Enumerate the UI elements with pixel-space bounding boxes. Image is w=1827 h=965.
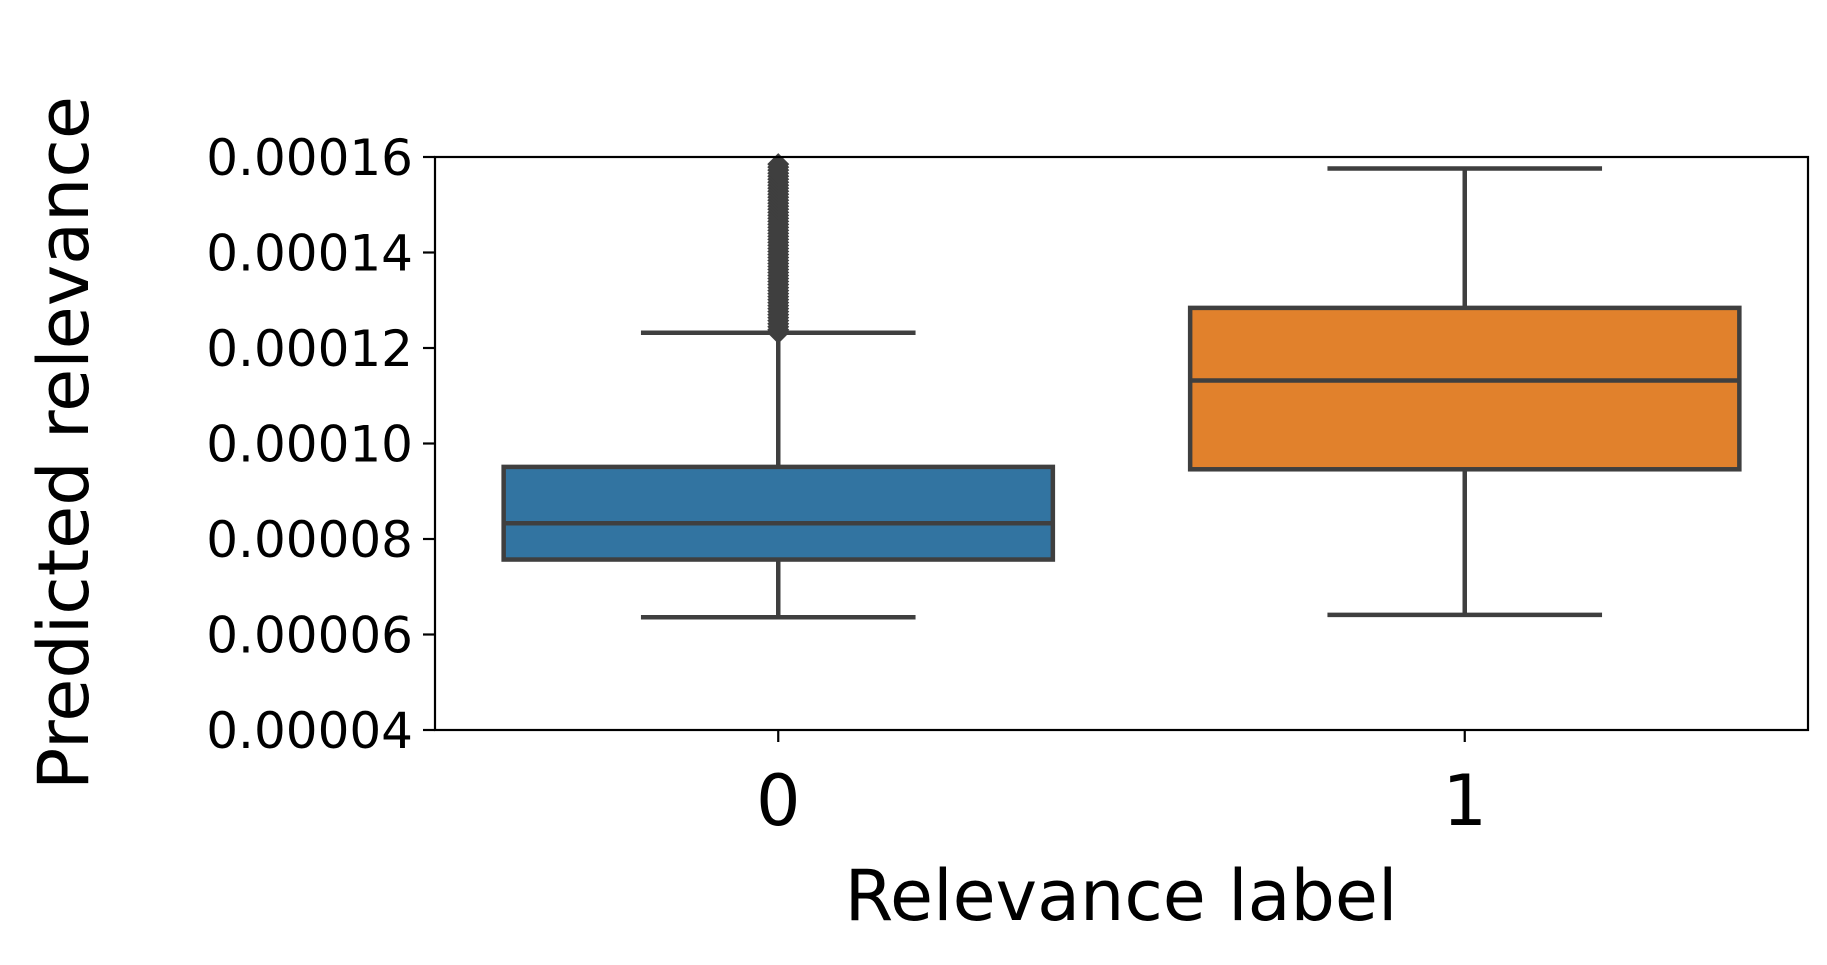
iqr-box	[501, 464, 1056, 562]
box-1	[1187, 166, 1742, 618]
y-tick-label: 0.00008	[206, 511, 413, 569]
y-tick-label: 0.00010	[206, 416, 413, 474]
x-tick-label: 1	[1442, 760, 1487, 842]
iqr-box	[1187, 305, 1742, 472]
y-tick-label: 0.00016	[206, 129, 413, 187]
box-0	[501, 153, 1056, 620]
y-axis: 0.00004 0.00006 0.00008 0.00010 0.00012 0.000…	[206, 129, 435, 760]
y-tick-label: 0.00006	[206, 607, 413, 665]
outliers	[767, 153, 790, 344]
plot-area	[501, 153, 1742, 620]
y-tick-label: 0.00012	[206, 320, 413, 378]
y-axis-label: Predicted relevance	[23, 96, 105, 790]
y-tick-label: 0.00014	[206, 225, 413, 283]
x-tick-label: 0	[756, 760, 801, 842]
outlier-marker	[767, 153, 790, 176]
x-axis-label: Relevance label	[845, 855, 1398, 937]
y-tick-label: 0.00004	[206, 702, 413, 760]
